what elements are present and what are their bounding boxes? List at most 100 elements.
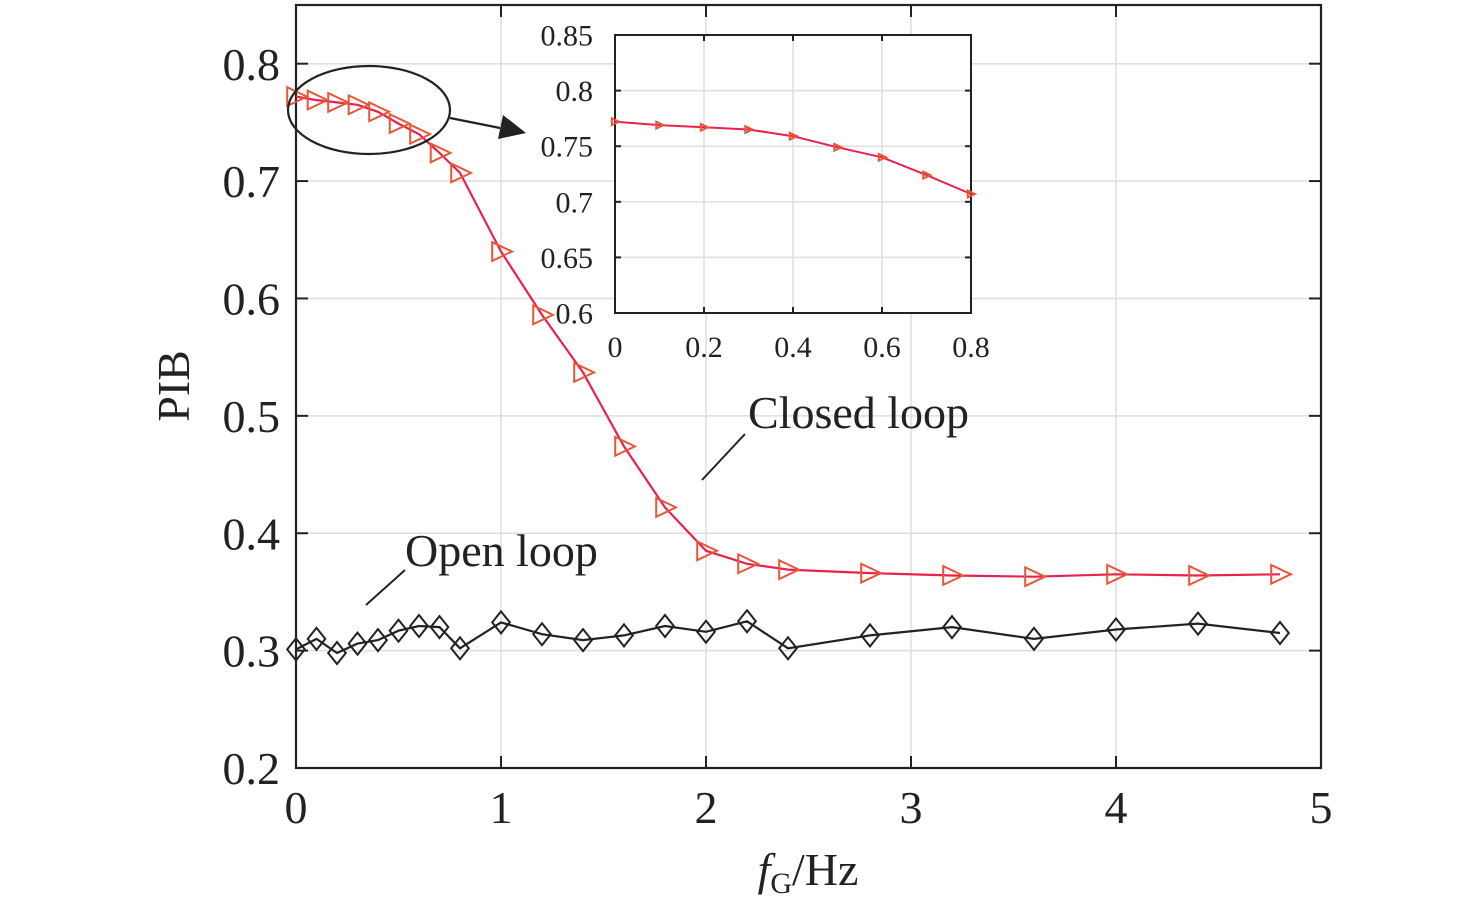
main-y-tick-label: 0.8 (223, 39, 281, 90)
main-open-loop-point (490, 609, 512, 636)
x-axis-title-sub: G (770, 867, 792, 900)
main-closed-loop-point (409, 123, 433, 146)
main-x-tick-label: 5 (1310, 782, 1333, 833)
zoom-ellipse (286, 64, 452, 156)
inset-closed-loop-zoom-point (922, 170, 933, 181)
inset-closed-loop-zoom-point (788, 131, 800, 142)
closed-loop-leader (701, 433, 746, 481)
main-closed-loop-point (737, 552, 761, 575)
main-closed-loop-point (696, 539, 720, 562)
main-closed-loop-point (1188, 564, 1212, 587)
main-closed-loop-point (942, 564, 966, 587)
main-open-loop-point (388, 618, 409, 644)
inset-x-tick-label: 0.6 (863, 331, 901, 364)
inset-closed-loop-zoom-point (833, 142, 844, 153)
main-open-loop-point (408, 613, 430, 639)
main-open-loop-point (285, 636, 307, 663)
main-series (285, 85, 1294, 666)
inset-series (610, 116, 978, 199)
main-closed-loop-point (614, 435, 638, 458)
closed-loop-label: Closed loop (748, 387, 969, 438)
inset-closed-loop-zoom-point (877, 152, 889, 163)
inset-closed-loop-zoom-point (966, 189, 978, 199)
main-closed-loop-point (532, 303, 556, 326)
main-open-loop-point (347, 630, 368, 657)
main-y-tick-labels: 0.2 0.3 0.4 0.5 0.6 0.7 0.8 (223, 39, 281, 794)
inset-y-tick-label: 0.8 (556, 75, 594, 108)
x-axis-title: fG/Hz (758, 844, 859, 900)
open-loop-leader (365, 569, 406, 606)
main-x-tick-label: 0 (285, 782, 308, 833)
main-open-loop-point (1269, 620, 1291, 646)
inset-closed-loop-zoom-point (744, 124, 755, 135)
inset-closed-loop-zoom-point (699, 122, 711, 133)
main-ticks (295, 5, 1322, 769)
main-closed-loop-point (655, 496, 679, 519)
main-open-loop-point (367, 627, 389, 653)
inset-y-tick-label: 0.75 (541, 131, 594, 164)
main-closed-loop-point (573, 361, 597, 384)
main-open-loop-point (306, 626, 327, 652)
inset-closed-loop-zoom-line (614, 120, 972, 195)
main-y-tick-label: 0.4 (223, 508, 281, 559)
main-closed-loop-point (388, 112, 412, 135)
main-open-loop-point (429, 614, 450, 640)
main-plot-frame (294, 3, 1323, 770)
inset-x-tick-label: 0.8 (952, 331, 990, 364)
main-closed-loop-point (429, 142, 453, 164)
main-closed-loop-point (491, 240, 515, 263)
main-y-tick-label: 0.2 (223, 743, 281, 794)
main-y-tick-label: 0.7 (223, 156, 281, 207)
main-closed-loop-point (327, 91, 351, 114)
inset-y-tick-label: 0.85 (541, 20, 594, 53)
inset-y-tick-label: 0.6 (556, 298, 594, 331)
open-loop-label: Open loop (405, 525, 598, 576)
inset-x-tick-labels: 0 0.2 0.4 0.6 0.8 (608, 331, 990, 364)
main-x-tick-labels: 0 1 2 3 4 5 (285, 782, 1333, 833)
main-closed-loop-point (368, 100, 392, 123)
main-open-loop-point (695, 619, 717, 645)
inset-x-tick-label: 0.2 (685, 331, 723, 364)
main-y-tick-label: 0.3 (223, 626, 281, 677)
main-x-tick-label: 1 (490, 782, 513, 833)
main-y-tick-label: 0.6 (223, 274, 281, 325)
main-open-loop-point (941, 614, 963, 640)
main-closed-loop-point (778, 558, 802, 581)
main-x-tick-label: 2 (695, 782, 718, 833)
main-closed-loop-point (1024, 565, 1048, 588)
main-closed-loop-point (347, 93, 371, 116)
main-open-loop-point (654, 613, 676, 639)
inset-y-tick-label: 0.65 (541, 242, 594, 275)
main-y-tick-label: 0.5 (223, 391, 281, 442)
main-open-loop-point (613, 622, 635, 649)
main-open-loop-point (1105, 616, 1127, 643)
zoom-arrow-shaft (449, 116, 501, 130)
main-open-loop-point (736, 608, 758, 634)
main-x-tick-label: 3 (900, 782, 923, 833)
inset-x-tick-label: 0.4 (774, 331, 812, 364)
inset-x-tick-label: 0 (608, 331, 623, 364)
main-open-loop-point (449, 635, 471, 661)
inset-y-tick-label: 0.7 (556, 186, 594, 219)
main-closed-loop-point (450, 161, 474, 184)
zoom-arrow-head (498, 115, 526, 139)
main-open-loop-point (326, 640, 348, 666)
main-closed-loop-point (1270, 563, 1294, 586)
main-closed-loop-point (286, 85, 310, 108)
inset-y-tick-labels: 0.6 0.65 0.7 0.75 0.8 0.85 (541, 20, 594, 331)
main-closed-loop-point (306, 89, 330, 111)
inset-ticks (614, 34, 972, 314)
main-x-tick-label: 4 (1105, 782, 1128, 833)
main-closed-loop-line (295, 95, 1281, 578)
main-open-loop-point (1187, 610, 1209, 637)
main-open-loop-point (572, 627, 594, 653)
main-closed-loop-point (860, 562, 884, 585)
inset-closed-loop-zoom-point (655, 120, 666, 131)
main-open-loop-point (531, 621, 553, 647)
main-closed-loop-point (1106, 563, 1130, 586)
inset-closed-loop-zoom-point (610, 116, 622, 127)
main-open-loop-point (777, 635, 799, 661)
y-axis-title: PIB (148, 350, 199, 422)
main-open-loop-point (1023, 626, 1045, 652)
